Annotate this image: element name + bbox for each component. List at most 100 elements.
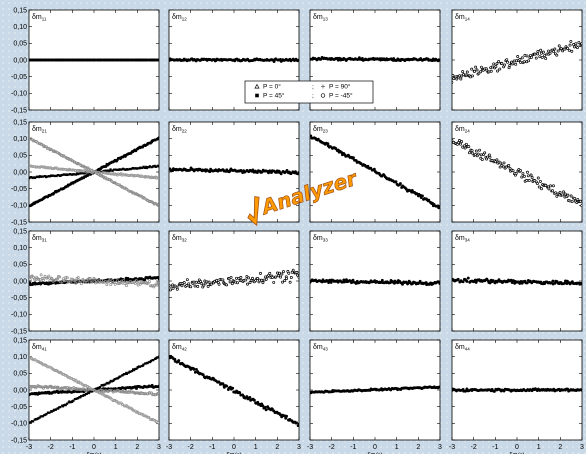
panel-m32: δm32 [168,230,300,332]
data-point [252,398,256,402]
data-point [522,60,526,64]
panel-m44: -3 -2 -1 0 1 2 3 δP(°) δm44 [449,339,584,454]
data-point [104,165,108,168]
data-point [187,282,191,286]
data-point [95,389,99,393]
data-point [511,169,515,173]
data-point [570,200,574,203]
data-point [109,379,112,383]
data-point [53,166,57,170]
data-point [525,281,529,285]
x-tick-label: 1 [254,444,258,451]
y-tick-label: -0,15 [11,107,27,114]
data-point [415,192,419,195]
data-point [74,378,78,382]
data-point [485,68,489,72]
data-point [579,199,582,203]
panel-data [452,39,582,84]
panel-frame [168,339,300,441]
data-point [519,60,523,64]
data-point [206,284,210,288]
data-point [536,50,540,53]
panel-frame [451,121,583,223]
data-point [150,383,154,387]
x-axis-title: δP(°) [367,452,383,454]
data-point [544,183,548,187]
y-tick-label: 0,15 [13,337,27,344]
y-tick-label: 0,10 [13,136,27,143]
data-point [260,278,264,282]
data-point [78,279,82,283]
data-point [297,275,299,279]
data-point [452,74,455,78]
data-point [43,145,47,149]
data-point [464,73,468,77]
data-point [280,272,284,276]
data-point [127,168,130,171]
data-point [488,155,492,159]
x-tick-label: -3 [307,444,313,451]
data-point [146,361,149,364]
data-point [470,67,474,71]
data-point [65,402,69,405]
data-point [145,362,148,365]
data-point [380,174,384,178]
data-point [438,282,440,285]
panel-title-main: δm [455,344,465,351]
data-point [136,365,140,369]
data-point [109,168,112,171]
legend-marker-plus [321,84,325,89]
panel-data [452,138,582,208]
data-point [51,385,55,389]
data-point [97,386,100,389]
panel-title: δm14 [455,14,470,22]
panel-data [310,134,440,210]
x-tick-label: -1 [209,444,215,451]
x-tick-label: -1 [69,444,75,451]
data-point [41,363,45,367]
data-point [467,151,471,155]
data-point [525,170,529,174]
x-axis-title: δP(°) [226,452,242,454]
x-tick-label: 1 [537,444,541,451]
data-point [526,174,530,178]
data-point [64,173,67,176]
data-point [459,77,463,81]
data-point [43,414,46,417]
data-point [295,421,298,425]
data-point [145,166,148,170]
data-point [74,281,78,285]
panel-title-sub: 12 [182,17,188,22]
data-point [130,369,134,373]
data-point [155,356,158,359]
x-tick-label: 3 [580,444,584,451]
data-point [105,170,108,173]
panel-title-sub: 43 [323,347,329,352]
data-point [116,172,120,176]
data-point [147,280,151,284]
data-point [99,388,103,392]
data-point [148,165,151,168]
y-tick-label: -0,05 [11,295,27,302]
panel-data [169,166,299,176]
data-point [261,404,265,408]
data-point [461,70,465,74]
data-point [547,49,550,53]
data-point [547,187,551,191]
panel-data [29,58,159,62]
data-point [319,57,323,61]
panel-title-sub: 23 [323,129,329,134]
data-point [80,169,84,173]
panel-title-main: δm [455,235,465,242]
data-point [61,277,65,281]
data-point [489,69,493,73]
data-point [141,166,144,170]
data-point [128,390,132,394]
data-point [536,52,539,56]
data-point [497,60,501,64]
data-point [511,62,515,66]
data-point [474,149,478,153]
panel-title-main: δm [313,235,323,242]
data-point [580,388,582,392]
